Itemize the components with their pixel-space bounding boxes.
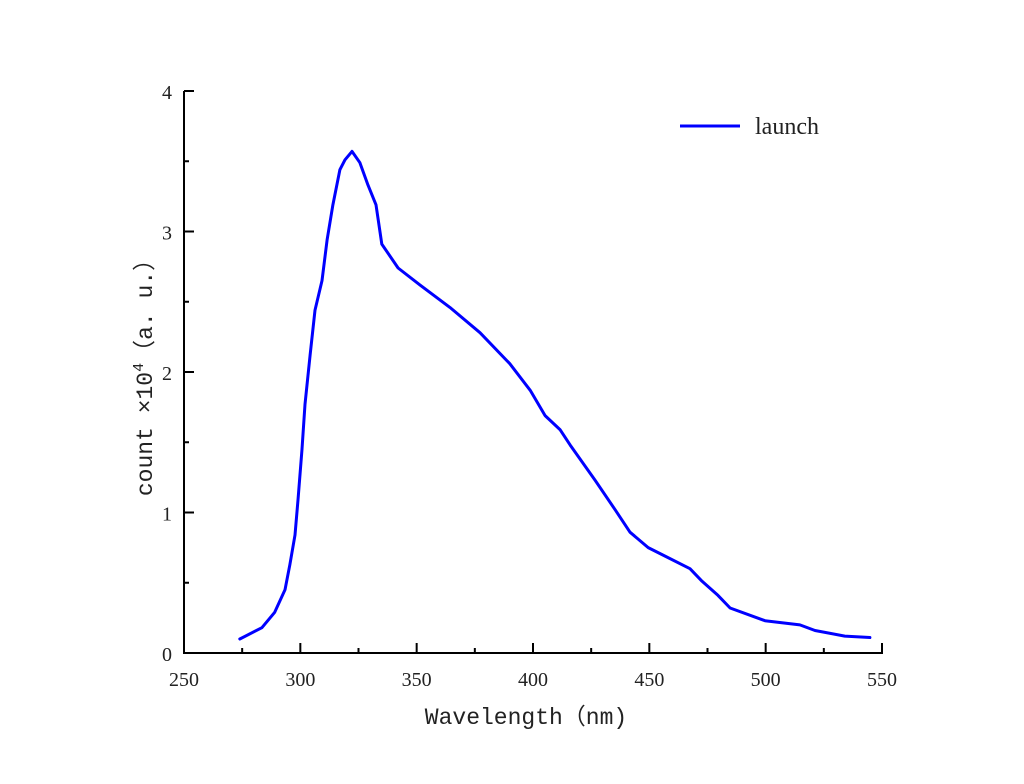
axis-ticks	[183, 90, 883, 654]
x-tick-label: 400	[518, 669, 548, 691]
y-axis-title: count ×104（a. u.）	[131, 248, 159, 496]
x-tick-label: 300	[285, 669, 315, 691]
y-tick-label: 4	[162, 82, 172, 104]
y-tick-label: 1	[162, 504, 172, 526]
x-axis-title: Wavelength（nm)	[425, 704, 627, 731]
y-axis-title-prefix: count ×10	[133, 372, 159, 496]
x-tick-label: 500	[751, 669, 781, 691]
y-axis-title-suffix: （a. u.）	[132, 248, 159, 363]
y-axis-title-group: count ×104（a. u.）	[131, 248, 159, 496]
legend-label-launch: launch	[755, 114, 819, 140]
y-tick-label: 3	[162, 223, 172, 245]
x-tick-label: 250	[169, 669, 199, 691]
y-axis-title-exponent: 4	[131, 363, 148, 372]
x-tick-label: 350	[402, 669, 432, 691]
x-tick-label: 550	[867, 669, 897, 691]
y-tick-label: 0	[162, 644, 172, 666]
series-line-launch	[238, 149, 872, 641]
legend: launch	[680, 114, 819, 140]
axis-tick-labels: 250 300 350 400 450 500 550 0 1 2 3 4	[162, 82, 897, 691]
x-tick-label: 450	[634, 669, 664, 691]
y-tick-label: 2	[162, 363, 172, 385]
